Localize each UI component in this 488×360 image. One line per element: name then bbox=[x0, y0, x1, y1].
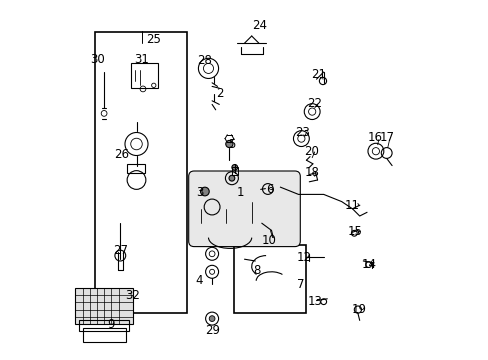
Text: 5: 5 bbox=[228, 138, 235, 150]
Text: 18: 18 bbox=[304, 166, 319, 179]
Circle shape bbox=[231, 165, 237, 170]
Bar bbox=[127, 164, 145, 173]
FancyBboxPatch shape bbox=[188, 171, 300, 247]
Text: 30: 30 bbox=[90, 53, 105, 66]
Text: 12: 12 bbox=[296, 251, 311, 264]
Text: 22: 22 bbox=[306, 97, 322, 110]
Text: 1: 1 bbox=[236, 186, 244, 199]
Bar bbox=[95, 32, 186, 313]
Text: 7: 7 bbox=[296, 278, 304, 291]
Circle shape bbox=[209, 316, 215, 321]
Text: 6: 6 bbox=[265, 183, 273, 195]
Text: 3: 3 bbox=[195, 186, 203, 199]
Text: 16: 16 bbox=[366, 131, 382, 144]
Text: 14: 14 bbox=[361, 258, 375, 271]
Text: 21: 21 bbox=[310, 68, 325, 81]
Circle shape bbox=[228, 175, 234, 181]
Text: 28: 28 bbox=[197, 54, 212, 67]
Text: 2: 2 bbox=[216, 87, 224, 100]
Text: 31: 31 bbox=[134, 53, 149, 66]
Text: 29: 29 bbox=[205, 324, 220, 337]
Text: 15: 15 bbox=[347, 225, 362, 238]
Text: 20: 20 bbox=[303, 145, 318, 158]
Text: 8: 8 bbox=[253, 264, 260, 276]
Text: 17: 17 bbox=[378, 131, 393, 144]
Text: 4: 4 bbox=[195, 274, 203, 287]
Text: 13: 13 bbox=[306, 295, 322, 308]
Text: 24: 24 bbox=[252, 19, 266, 32]
Bar bbox=[79, 320, 129, 331]
Bar bbox=[131, 63, 158, 88]
Bar bbox=[75, 288, 133, 324]
Text: 11: 11 bbox=[345, 199, 359, 212]
Bar bbox=[231, 167, 237, 175]
Text: 27: 27 bbox=[113, 244, 127, 257]
Circle shape bbox=[200, 187, 209, 196]
Text: 32: 32 bbox=[125, 289, 140, 302]
Text: 9: 9 bbox=[107, 318, 115, 331]
Text: 10: 10 bbox=[261, 234, 276, 247]
Text: 19: 19 bbox=[351, 303, 366, 316]
Circle shape bbox=[225, 140, 232, 148]
Bar bbox=[233, 245, 305, 313]
Text: 26: 26 bbox=[114, 148, 129, 161]
Bar bbox=[82, 328, 125, 342]
Text: 23: 23 bbox=[294, 126, 309, 139]
Text: 25: 25 bbox=[146, 33, 161, 46]
